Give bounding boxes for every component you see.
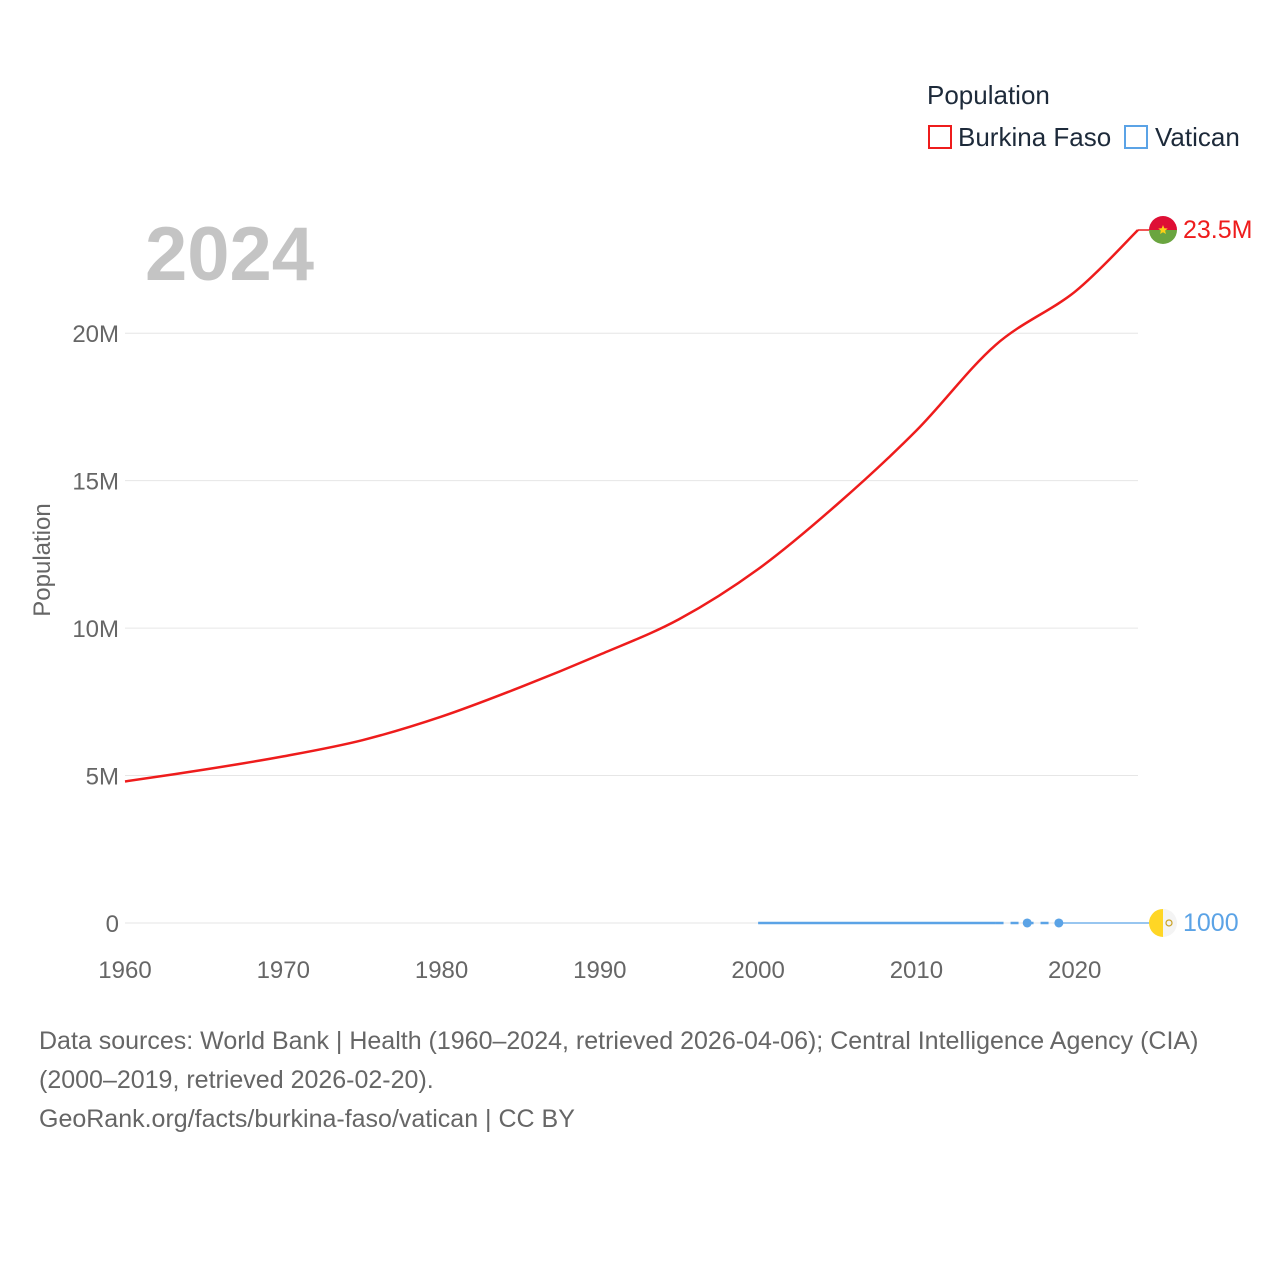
current-year-label: 2024 (145, 212, 314, 297)
x-tick-label: 1980 (415, 957, 468, 984)
flag-right (1163, 908, 1178, 937)
flag-left (1149, 908, 1163, 937)
x-tick-label: 2020 (1048, 957, 1101, 984)
x-tick-label: 2000 (731, 957, 784, 984)
end-value-label-vatican: 1000 (1183, 909, 1239, 937)
y-tick-label: 20M (72, 321, 119, 348)
series-line-burkina-faso (124, 229, 1139, 783)
flag-icon-burkina-faso (1149, 216, 1177, 244)
end-value-label-burkina-faso: 23.5M (1183, 216, 1252, 244)
x-axis-ticks: 1960 1970 1980 1990 2000 2010 2020 (98, 957, 1101, 984)
y-tick-label: 5M (86, 764, 119, 791)
legend-label-burkina-faso: Burkina Faso (958, 122, 1111, 152)
series-endpoints: 23.5M 1000 (1058, 216, 1252, 937)
attribution-link[interactable]: GeoRank.org/facts/burkina-faso/vatican |… (39, 1105, 575, 1133)
x-tick-label: 1960 (98, 957, 151, 984)
y-axis-ticks: 0 5M 10M 15M 20M (72, 321, 119, 938)
x-tick-label: 1970 (257, 957, 310, 984)
flag-bottom (1149, 230, 1177, 244)
x-tick-label: 1990 (573, 957, 626, 984)
y-tick-label: 15M (72, 469, 119, 496)
legend-swatch-vatican (1124, 125, 1148, 149)
legend-label-vatican: Vatican (1155, 122, 1240, 152)
legend-title: Population (927, 80, 1050, 110)
flag-star (1158, 225, 1168, 235)
gridlines (125, 332, 1138, 924)
chart-footer: Data sources: World Bank | Health (1960–… (39, 1022, 1249, 1139)
data-point-vatican (1022, 918, 1032, 928)
data-sources-note: Data sources: World Bank | Health (1960–… (39, 1027, 1199, 1094)
y-tick-label: 0 (106, 911, 119, 938)
y-axis-title: Population (29, 503, 56, 616)
flag-top (1149, 216, 1177, 230)
legend-item-burkina-faso[interactable]: Burkina Faso (928, 122, 1111, 152)
legend-swatch-burkina-faso (928, 125, 952, 149)
series-lines (124, 229, 1139, 928)
legend-item-vatican[interactable]: Vatican (1124, 122, 1240, 152)
legend: Population Burkina Faso Vatican (927, 80, 1240, 152)
y-tick-label: 10M (72, 616, 119, 643)
x-tick-label: 2010 (890, 957, 943, 984)
flag-emblem (1165, 919, 1173, 927)
population-line-chart: 0 5M 10M 15M 20M 1960 1970 1980 1990 2000 2010 202… (29, 80, 1252, 984)
flag-icon-vatican (1149, 908, 1178, 937)
